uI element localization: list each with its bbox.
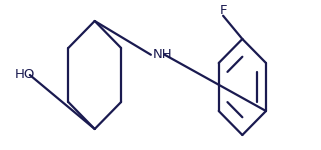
Text: NH: NH [152,48,172,61]
Text: F: F [219,4,227,17]
Text: HO: HO [14,69,35,81]
